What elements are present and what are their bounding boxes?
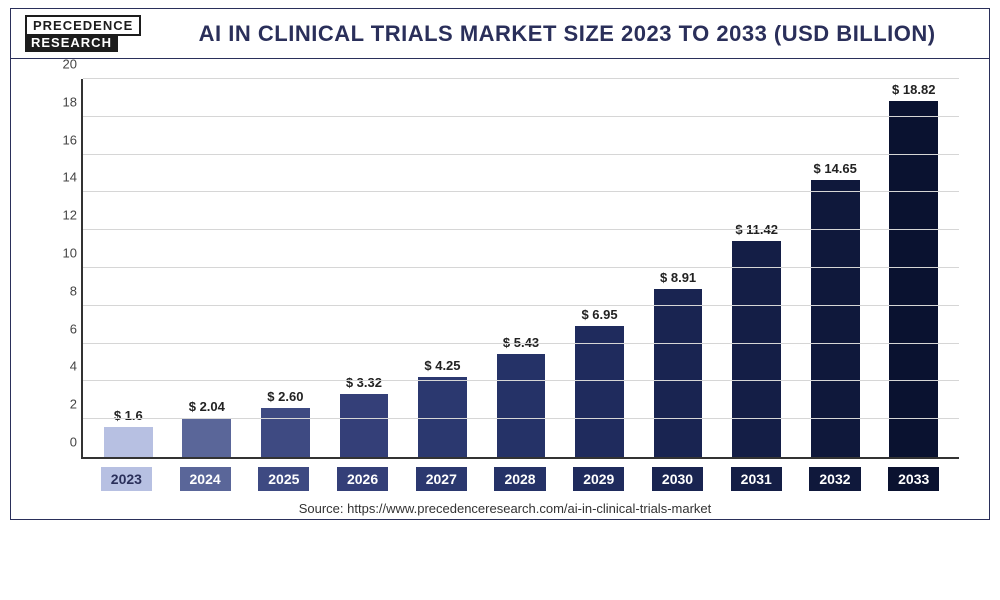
x-tick: 2029 xyxy=(559,467,638,491)
grid-line xyxy=(83,418,959,419)
bar-value-label: $ 3.32 xyxy=(346,375,382,390)
bar-column: $ 18.82 xyxy=(874,79,953,457)
bar xyxy=(261,408,310,457)
bar xyxy=(889,101,938,457)
bar xyxy=(182,418,231,457)
y-tick-label: 18 xyxy=(49,94,77,109)
bar xyxy=(497,354,546,457)
grid-line xyxy=(83,191,959,192)
bar-value-label: $ 18.82 xyxy=(892,82,935,97)
y-tick-label: 10 xyxy=(49,246,77,261)
bar-value-label: $ 1.6 xyxy=(114,408,143,423)
plot-wrap: $ 1.6 $ 2.04 $ 2.60 $ 3.32 $ 4.25 $ 5.43 $ 6.9… xyxy=(11,59,989,519)
x-tick-label: 2031 xyxy=(731,467,782,491)
grid-line xyxy=(83,116,959,117)
bar-column: $ 6.95 xyxy=(560,79,639,457)
grid-line xyxy=(83,380,959,381)
grid-line xyxy=(83,267,959,268)
x-tick: 2033 xyxy=(874,467,953,491)
x-tick: 2027 xyxy=(402,467,481,491)
bar-value-label: $ 2.60 xyxy=(267,389,303,404)
x-tick-label: 2028 xyxy=(494,467,545,491)
x-tick-label: 2033 xyxy=(888,467,939,491)
y-tick-label: 8 xyxy=(49,283,77,298)
x-tick: 2026 xyxy=(323,467,402,491)
x-tick-label: 2030 xyxy=(652,467,703,491)
grid-line xyxy=(83,305,959,306)
grid-line xyxy=(83,229,959,230)
x-tick-label: 2027 xyxy=(416,467,467,491)
bar xyxy=(575,326,624,457)
x-tick: 2030 xyxy=(638,467,717,491)
y-tick-label: 12 xyxy=(49,208,77,223)
bar-value-label: $ 2.04 xyxy=(189,399,225,414)
bar-column: $ 3.32 xyxy=(325,79,404,457)
bar-column: $ 14.65 xyxy=(796,79,875,457)
bar xyxy=(811,180,860,457)
x-tick: 2023 xyxy=(87,467,166,491)
bar xyxy=(654,289,703,457)
y-tick-label: 2 xyxy=(49,397,77,412)
bar xyxy=(340,394,389,457)
x-tick: 2024 xyxy=(166,467,245,491)
bar-column: $ 2.60 xyxy=(246,79,325,457)
plot-area: $ 1.6 $ 2.04 $ 2.60 $ 3.32 $ 4.25 $ 5.43 $ 6.9… xyxy=(81,79,959,459)
y-tick-label: 14 xyxy=(49,170,77,185)
y-tick-label: 4 xyxy=(49,359,77,374)
bar-column: $ 8.91 xyxy=(639,79,718,457)
y-tick-label: 16 xyxy=(49,132,77,147)
x-tick: 2025 xyxy=(244,467,323,491)
logo-bottom: RESEARCH xyxy=(25,34,118,52)
grid-line xyxy=(83,154,959,155)
x-tick: 2031 xyxy=(717,467,796,491)
bar-value-label: $ 8.91 xyxy=(660,270,696,285)
bar xyxy=(418,377,467,457)
grid-line xyxy=(83,343,959,344)
brand-logo: PRECEDENCE RESEARCH xyxy=(25,15,141,52)
x-tick-label: 2029 xyxy=(573,467,624,491)
x-tick: 2032 xyxy=(796,467,875,491)
header-row: PRECEDENCE RESEARCH AI IN CLINICAL TRIAL… xyxy=(11,9,989,59)
x-axis: 2023 2024 2025 2026 2027 2028 2029 2030 2031 2032… xyxy=(81,467,959,491)
source-caption: Source: https://www.precedenceresearch.c… xyxy=(41,501,969,516)
x-tick-label: 2026 xyxy=(337,467,388,491)
bar-column: $ 1.6 xyxy=(89,79,168,457)
logo-top: PRECEDENCE xyxy=(25,15,141,36)
y-tick-label: 6 xyxy=(49,321,77,336)
chart-card: PRECEDENCE RESEARCH AI IN CLINICAL TRIAL… xyxy=(10,8,990,520)
bar-column: $ 4.25 xyxy=(403,79,482,457)
bars-container: $ 1.6 $ 2.04 $ 2.60 $ 3.32 $ 4.25 $ 5.43 $ 6.9… xyxy=(83,79,959,457)
x-tick-label: 2024 xyxy=(180,467,231,491)
bar-value-label: $ 14.65 xyxy=(814,161,857,176)
grid-line xyxy=(83,78,959,79)
bar-column: $ 11.42 xyxy=(717,79,796,457)
x-tick-label: 2023 xyxy=(101,467,152,491)
y-tick-label: 0 xyxy=(49,435,77,450)
bar-column: $ 5.43 xyxy=(482,79,561,457)
x-tick-label: 2025 xyxy=(258,467,309,491)
bar-value-label: $ 6.95 xyxy=(581,307,617,322)
y-tick-label: 20 xyxy=(49,57,77,72)
chart-title: AI IN CLINICAL TRIALS MARKET SIZE 2023 T… xyxy=(159,21,975,47)
bar-column: $ 2.04 xyxy=(168,79,247,457)
bar xyxy=(104,427,153,457)
bar xyxy=(732,241,781,457)
x-tick-label: 2032 xyxy=(809,467,860,491)
bar-value-label: $ 4.25 xyxy=(424,358,460,373)
x-tick: 2028 xyxy=(481,467,560,491)
